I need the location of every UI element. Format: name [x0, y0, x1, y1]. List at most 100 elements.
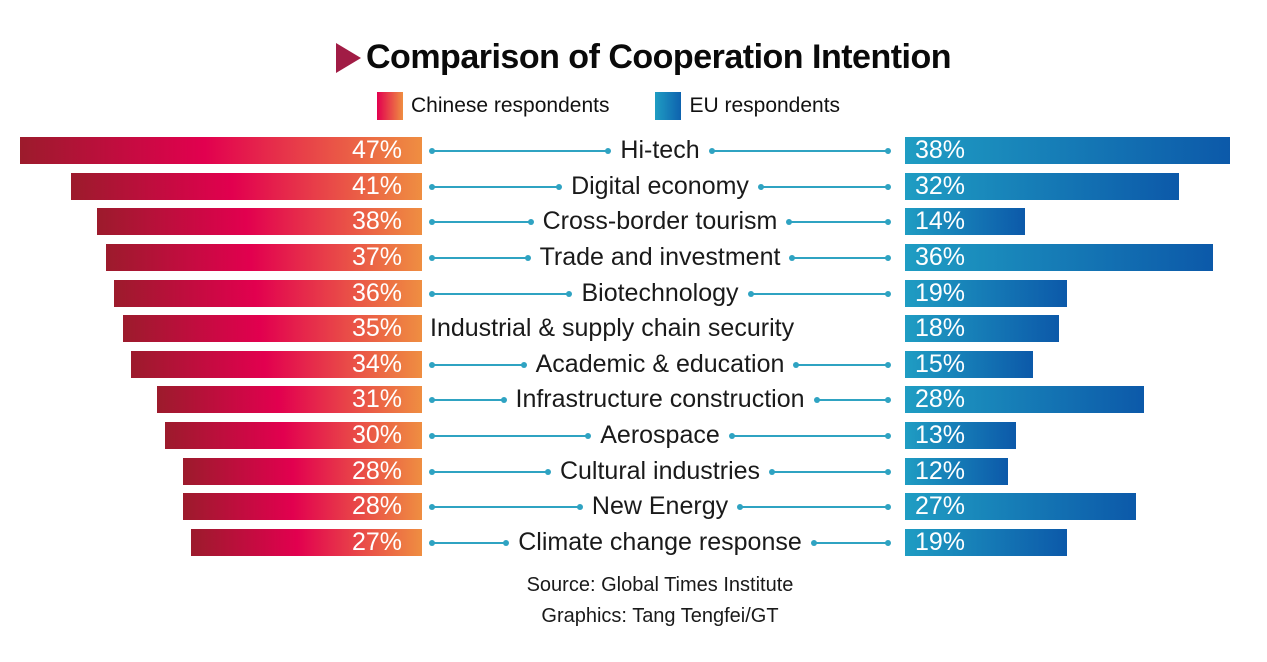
- eu-bar: 14%: [905, 207, 1025, 235]
- right-connector-line: [789, 254, 891, 261]
- category-connector-group: Industrial & supply chain security: [430, 314, 890, 342]
- legend-label-eu: EU respondents: [689, 94, 841, 117]
- chinese-bar: 31%: [157, 385, 422, 413]
- chinese-value-label: 35%: [351, 314, 402, 342]
- chart-title: Comparison of Cooperation Intention: [366, 38, 952, 76]
- eu-swatch-icon: [655, 92, 682, 120]
- eu-value-label: 38%: [915, 136, 966, 164]
- chinese-swatch-icon: [377, 92, 403, 120]
- category-connector-group: Cultural industries: [429, 457, 891, 485]
- left-connector-line: [428, 290, 573, 297]
- chinese-bar: 47%: [20, 136, 422, 164]
- chinese-value-label: 30%: [351, 421, 402, 449]
- legend: Chinese respondents EU respondents: [377, 92, 840, 120]
- category-label: Digital economy: [571, 172, 749, 200]
- category-label: Aerospace: [600, 421, 720, 449]
- chart-row: 31% Infrastructure construction 28%: [0, 385, 1267, 413]
- right-connector-line: [737, 503, 891, 510]
- legend-label-chinese: Chinese respondents: [411, 94, 610, 117]
- chinese-value-label: 34%: [351, 350, 402, 378]
- chinese-value-label: 36%: [351, 279, 402, 307]
- right-connector-line: [757, 183, 892, 190]
- category-connector-group: Climate change response: [428, 528, 892, 556]
- chart-row: 47% Hi-tech 38%: [0, 136, 1267, 164]
- chart-title-row: Comparison of Cooperation Intention: [336, 38, 952, 77]
- chinese-bar: 37%: [106, 243, 422, 271]
- chinese-bar: 30%: [165, 421, 422, 449]
- right-connector-line: [786, 218, 891, 225]
- category-label: Hi-tech: [620, 136, 700, 164]
- category-connector-group: Academic & education: [429, 350, 891, 378]
- eu-value-label: 27%: [915, 492, 966, 520]
- category-label: Trade and investment: [539, 243, 781, 271]
- category-label: Industrial & supply chain security: [430, 314, 795, 342]
- legend-item-eu: EU respondents: [655, 92, 840, 120]
- chinese-value-label: 27%: [351, 528, 402, 556]
- eu-bar: 18%: [905, 314, 1059, 342]
- eu-value-label: 15%: [915, 350, 966, 378]
- right-connector-line: [810, 539, 892, 546]
- chinese-value-label: 28%: [351, 457, 402, 485]
- title-arrow-icon: [336, 42, 361, 73]
- category-connector-group: Infrastructure construction: [429, 385, 891, 413]
- right-connector-line: [708, 147, 892, 154]
- chinese-bar: 38%: [97, 207, 422, 235]
- category-connector-group: Biotechnology: [428, 279, 892, 307]
- right-connector-line: [728, 432, 892, 439]
- chinese-bar: 35%: [123, 314, 422, 342]
- left-connector-line: [429, 503, 583, 510]
- eu-value-label: 32%: [915, 172, 966, 200]
- chart-row: 28% New Energy 27%: [0, 492, 1267, 520]
- eu-value-label: 18%: [915, 314, 966, 342]
- category-connector-group: Aerospace: [428, 421, 892, 449]
- category-label: Infrastructure construction: [515, 385, 805, 413]
- category-label: Biotechnology: [581, 279, 739, 307]
- category-connector-group: Cross-border tourism: [429, 207, 891, 235]
- chinese-bar: 41%: [71, 172, 422, 200]
- chart-row: 37% Trade and investment 36%: [0, 243, 1267, 271]
- eu-value-label: 14%: [915, 207, 966, 235]
- category-connector-group: Hi-tech: [428, 136, 892, 164]
- eu-bar: 13%: [905, 421, 1016, 449]
- left-connector-line: [428, 147, 612, 154]
- chart-row: 35% Industrial & supply chain security 1…: [0, 314, 1267, 342]
- graphics-credit-line: Graphics: Tang Tengfei/GT: [541, 605, 779, 627]
- eu-bar: 28%: [905, 385, 1144, 413]
- left-connector-line: [428, 432, 592, 439]
- eu-bar: 36%: [905, 243, 1213, 271]
- chinese-value-label: 28%: [351, 492, 402, 520]
- left-connector-line: [429, 361, 527, 368]
- left-connector-line: [429, 396, 506, 403]
- chinese-value-label: 37%: [351, 243, 402, 271]
- source-line: Source: Global Times Institute: [526, 574, 794, 596]
- eu-bar: 32%: [905, 172, 1179, 200]
- left-connector-line: [428, 183, 563, 190]
- chinese-value-label: 47%: [351, 136, 402, 164]
- eu-bar: 12%: [905, 457, 1008, 485]
- left-connector-line: [429, 254, 531, 261]
- right-connector-line: [813, 396, 891, 403]
- chart-row: 30% Aerospace 13%: [0, 421, 1267, 449]
- category-label: Climate change response: [518, 528, 802, 556]
- left-connector-line: [429, 468, 551, 475]
- chart-row: 36% Biotechnology 19%: [0, 279, 1267, 307]
- legend-item-chinese: Chinese respondents: [377, 92, 609, 120]
- eu-value-label: 28%: [915, 385, 966, 413]
- category-label: Cross-border tourism: [542, 207, 778, 235]
- category-connector-group: New Energy: [429, 492, 891, 520]
- chart-row: 38% Cross-border tourism 14%: [0, 207, 1267, 235]
- left-connector-line: [429, 218, 534, 225]
- eu-value-label: 19%: [915, 279, 966, 307]
- chinese-bar: 27%: [191, 528, 422, 556]
- chart-row: 28% Cultural industries 12%: [0, 457, 1267, 485]
- eu-value-label: 13%: [915, 421, 966, 449]
- category-label: Cultural industries: [559, 457, 761, 485]
- right-connector-line: [747, 290, 892, 297]
- chart-row: 34% Academic & education 15%: [0, 350, 1267, 378]
- category-connector-group: Digital economy: [428, 172, 892, 200]
- eu-bar: 19%: [905, 279, 1067, 307]
- left-connector-line: [428, 539, 510, 546]
- chinese-bar: 28%: [183, 492, 422, 520]
- chinese-value-label: 41%: [351, 172, 402, 200]
